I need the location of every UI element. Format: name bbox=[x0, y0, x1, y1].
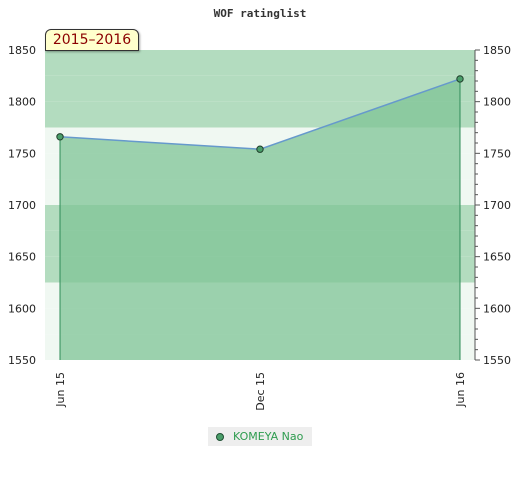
series-area-fill bbox=[60, 78, 460, 360]
y-axis-left-labels: 1550 1600 1650 1700 1750 1800 1850 bbox=[8, 44, 36, 367]
y-tick-label: 1650 bbox=[483, 251, 511, 264]
x-tick-label: Jun 15 bbox=[54, 372, 67, 408]
data-point[interactable] bbox=[256, 145, 264, 153]
y-tick-label: 1850 bbox=[483, 44, 511, 57]
y-tick-label: 1550 bbox=[8, 354, 36, 367]
y-tick-label: 1600 bbox=[8, 302, 36, 315]
y-tick-label: 1750 bbox=[8, 147, 36, 160]
axes bbox=[474, 49, 480, 361]
data-point[interactable] bbox=[56, 133, 64, 141]
y-axis-right-labels: 1550 1600 1650 1700 1750 1800 1850 bbox=[483, 44, 511, 367]
y-tick-label: 1850 bbox=[8, 44, 36, 57]
grid-band bbox=[45, 75, 475, 102]
x-tick-label: Dec 15 bbox=[254, 372, 267, 411]
y-tick-label: 1800 bbox=[8, 96, 36, 109]
legend-label: KOMEYA Nao bbox=[233, 430, 304, 443]
x-axis-labels: Jun 15 Dec 15 Jun 16 bbox=[54, 372, 467, 411]
chart-title: WOF ratinglist bbox=[214, 7, 307, 20]
y-tick-label: 1700 bbox=[8, 199, 36, 212]
data-point[interactable] bbox=[456, 75, 464, 83]
season-label: 2015–2016 bbox=[45, 29, 139, 51]
y-tick-label: 1800 bbox=[483, 96, 511, 109]
legend-marker-icon bbox=[216, 432, 224, 441]
y-tick-label: 1650 bbox=[8, 251, 36, 264]
legend[interactable]: KOMEYA Nao bbox=[208, 427, 312, 446]
drop-lines bbox=[59, 78, 461, 360]
grid-band bbox=[45, 50, 475, 76]
y-tick-label: 1750 bbox=[483, 147, 511, 160]
y-tick-label: 1700 bbox=[483, 199, 511, 212]
y-tick-label: 1600 bbox=[483, 302, 511, 315]
x-tick-label: Jun 16 bbox=[454, 372, 467, 408]
series-markers bbox=[56, 75, 464, 153]
y-tick-label: 1550 bbox=[483, 354, 511, 367]
